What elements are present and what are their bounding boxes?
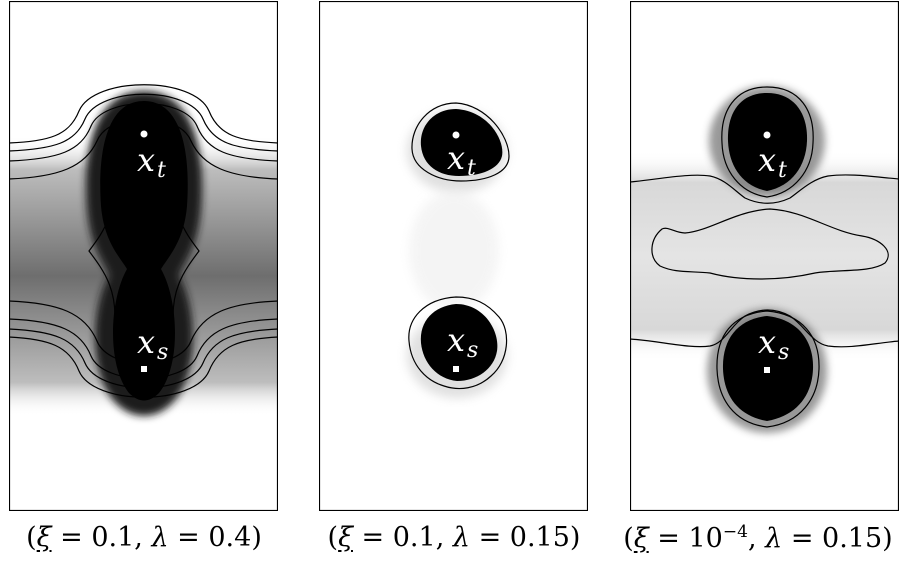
dark-field-region (420, 304, 498, 381)
target-label: xt (137, 141, 166, 183)
panel-2: xt xs (319, 1, 588, 511)
dot-marker (763, 131, 771, 139)
dot-marker (140, 130, 148, 138)
target-label: xt (447, 139, 476, 181)
contour-lines (9, 84, 278, 398)
square-marker (141, 366, 147, 372)
panel-border (319, 1, 588, 511)
panel-border (9, 1, 278, 511)
caption-panel-2: (ξ = 0.1, λ = 0.15) (327, 522, 581, 553)
dot-marker (452, 131, 460, 139)
source-label: xs (137, 323, 168, 365)
panel-3: xt xs (630, 1, 899, 511)
panel-1-plot: xt xs (9, 1, 278, 511)
target-label: xt (758, 141, 787, 183)
contour-lines (408, 102, 510, 390)
square-marker (453, 366, 459, 372)
caption-panel-1: (ξ = 0.1, λ = 0.4) (26, 522, 262, 553)
caption-panel-3: (ξ = 10−4, λ = 0.15) (623, 522, 893, 554)
source-label: xs (758, 323, 789, 365)
panel-3-plot: xt xs (630, 1, 899, 511)
panel-1: xt xs (9, 1, 278, 511)
source-label: xs (447, 321, 478, 363)
contour-lines (630, 86, 899, 428)
dark-field-region (420, 109, 503, 176)
panel-2-plot: xt xs (319, 1, 588, 511)
square-marker (764, 367, 770, 373)
dark-field-region (727, 93, 808, 191)
